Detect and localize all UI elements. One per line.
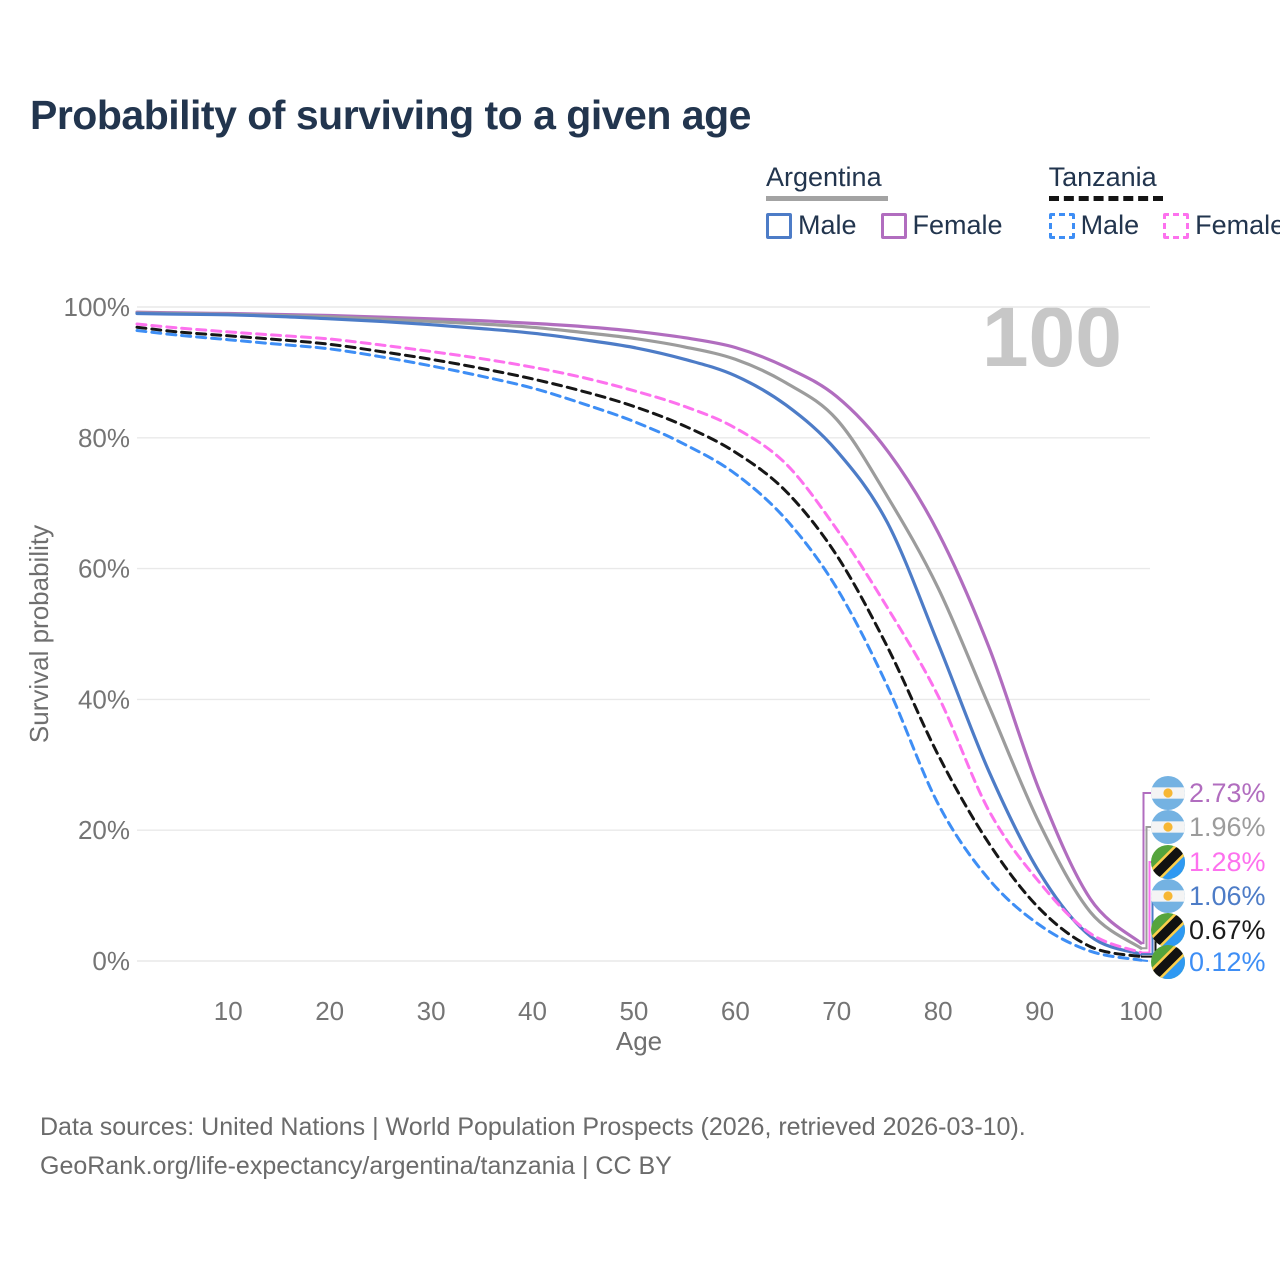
legend: Argentina Male Female Tanzania Male Fema… — [766, 162, 1280, 241]
legend-swatch-argentina-female[interactable] — [880, 212, 907, 239]
legend-label-tanzania-female[interactable]: Female — [1195, 210, 1280, 240]
flag-sun — [1163, 891, 1173, 901]
tanzania-flag-icon — [1151, 945, 1185, 979]
legend-group-argentina: Argentina Male Female — [766, 162, 1003, 241]
y-tick-label: 100% — [64, 292, 131, 322]
series-line-tanzania-both-sexes — [135, 325, 1143, 959]
flag-sun — [1163, 822, 1173, 832]
x-tick-label: 80 — [924, 996, 953, 1026]
x-tick-label: 20 — [315, 996, 344, 1026]
x-tick-label: 50 — [619, 996, 648, 1026]
footer-attribution: GeoRank.org/life-expectancy/argentina/ta… — [40, 1152, 672, 1180]
argentina-flag-icon — [1151, 810, 1185, 844]
series-lines — [135, 310, 1143, 962]
flag-badges — [1151, 776, 1185, 979]
y-tick-label: 40% — [78, 684, 130, 714]
x-tick-label: 70 — [822, 996, 851, 1026]
end-value-labels: 2.73% 1.96% 1.28% 1.06% 0.67%0.12% — [1189, 778, 1266, 977]
legend-title-argentina[interactable]: Argentina — [766, 162, 888, 201]
end-value-label-argentina-female: 2.73% — [1189, 778, 1266, 808]
y-tick-label: 20% — [78, 815, 130, 845]
legend-swatch-argentina-male[interactable] — [766, 212, 792, 239]
y-tick-label: 0% — [92, 946, 130, 976]
flag-black-stripe — [1151, 845, 1185, 879]
footer: Data sources: United Nations | World Pop… — [40, 1108, 1026, 1186]
end-value-label-argentina-male: 1.06% — [1189, 881, 1266, 911]
tanzania-flag-icon — [1151, 845, 1185, 879]
tanzania-flag-icon — [1151, 913, 1185, 947]
flag-sun — [1163, 788, 1173, 798]
y-tick-label: 60% — [78, 554, 130, 584]
legend-swatch-tanzania-male[interactable] — [1048, 212, 1075, 239]
legend-swatch-tanzania-female[interactable] — [1163, 212, 1190, 239]
flag-black-stripe — [1151, 945, 1185, 979]
x-tick-label: 30 — [417, 996, 446, 1026]
series-line-argentina-both-sexes — [135, 311, 1143, 950]
x-tick-label: 100 — [1119, 996, 1162, 1026]
legend-items-argentina: Male Female — [766, 210, 1003, 241]
legend-label-argentina-female[interactable]: Female — [912, 210, 1003, 240]
series-line-argentina-male — [135, 311, 1143, 956]
x-tick-label: 40 — [518, 996, 547, 1026]
series-line-tanzania-female — [135, 322, 1143, 955]
flag-black-stripe — [1151, 913, 1185, 947]
y-tick-label: 80% — [78, 423, 130, 453]
argentina-flag-icon — [1151, 776, 1185, 810]
end-value-label-argentina-both: 1.96% — [1189, 812, 1266, 842]
legend-label-tanzania-male[interactable]: Male — [1080, 210, 1140, 240]
x-tick-label: 60 — [721, 996, 750, 1026]
gridlines — [137, 306, 1150, 962]
age-counter-watermark: 100 — [982, 290, 1122, 384]
legend-items-tanzania: Male Female — [1048, 210, 1280, 241]
series-line-tanzania-male — [135, 329, 1143, 962]
x-axis-label: Age — [616, 1026, 662, 1056]
legend-title-tanzania[interactable]: Tanzania — [1048, 162, 1163, 201]
y-axis-label: Survival probability — [24, 525, 54, 743]
end-value-label-tanzania-male: 0.12% — [1189, 947, 1266, 977]
end-value-label-tanzania-female: 1.28% — [1189, 847, 1266, 877]
x-tick-label: 90 — [1025, 996, 1054, 1026]
legend-label-argentina-male[interactable]: Male — [798, 210, 857, 240]
footer-sources: Data sources: United Nations | World Pop… — [40, 1113, 1026, 1141]
leader-line-argentina-female — [1141, 792, 1156, 945]
page-title: Probability of surviving to a given age — [30, 92, 751, 138]
x-tick-label: 10 — [214, 996, 243, 1026]
y-tick-labels: 0% 20% 40% 60% 80% 100% — [64, 292, 131, 976]
legend-group-tanzania: Tanzania Male Female — [1048, 162, 1280, 241]
x-tick-labels: 10 20 30 40 50 60 70 80 90 100 — [214, 996, 1163, 1026]
end-value-label-tanzania-both: 0.67% — [1189, 915, 1266, 945]
argentina-flag-icon — [1151, 879, 1185, 913]
